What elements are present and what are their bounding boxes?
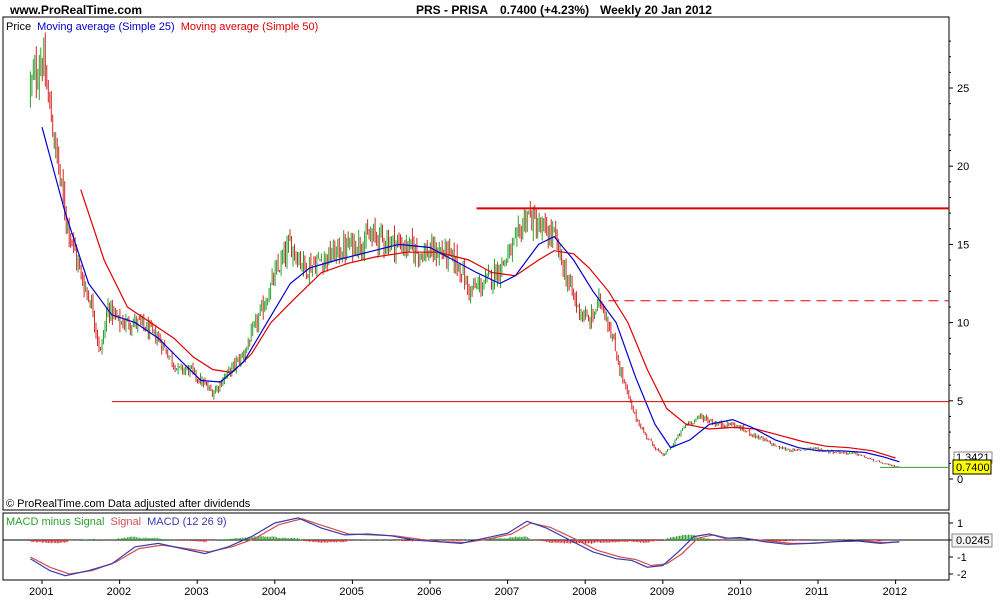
x-tick-label: 2006 [417,586,441,598]
x-tick-label: 2009 [650,586,674,598]
lines-layer [41,126,949,468]
legend-macd-hist: MACD minus Signal [6,516,104,528]
legend-macd-line: MACD (12 26 9) [147,516,226,528]
y-tick-label: 15 [957,239,969,251]
legend-macd-signal: Signal [110,516,141,528]
legend-ma50: Moving average (Simple 50) [181,21,319,33]
site-name: www.ProRealTime.com [9,3,142,17]
x-tick-label: 2005 [339,586,363,598]
macd-y-tick-label: -1 [957,552,967,564]
macd-layer [3,517,949,577]
x-tick-label: 2002 [107,586,131,598]
ma25-line [41,126,900,463]
axes-layer: 051015202510-1-2200120022003200420052006… [29,40,969,598]
footer-note: © ProRealTime.com Data adjusted after di… [6,498,251,510]
macd-y-tick-label: -2 [957,569,967,581]
price-badge-text: 0.7400 [956,462,990,474]
x-tick-label: 2008 [572,586,596,598]
symbol-title: PRS - PRISA [416,3,488,17]
macd-y-tick-label: 1 [957,518,963,530]
period-date: Weekly 20 Jan 2012 [600,3,712,17]
y-tick-label: 10 [957,318,969,330]
x-tick-label: 2007 [495,586,519,598]
legend-ma25: Moving average (Simple 25) [37,21,175,33]
x-tick-label: 2004 [262,586,286,598]
svg-text:MACD minus Signal Signal: MACD minus Signal Signal MACD (12 26 9) [6,516,227,528]
svg-text:Price Moving average (Simp: Price Moving average (Simple 25) Moving … [6,21,318,33]
y-tick-label: 5 [957,396,963,408]
x-tick-label: 2012 [883,586,907,598]
x-tick-label: 2001 [29,586,53,598]
candles-layer [29,32,900,468]
macd-badge: 0.0245 [951,533,993,548]
macd-line [30,517,900,577]
x-tick-label: 2011 [805,586,829,598]
x-tick-label: 2010 [727,586,751,598]
macd-panel[interactable] [2,512,950,581]
macd-badge-text: 0.0245 [956,535,990,547]
price-badge: 0.7400 [952,459,992,475]
price-change: 0.7400 (+4.23%) [500,3,589,17]
legend-price: Price [6,21,31,33]
x-tick-label: 2003 [184,586,208,598]
y-tick-label: 0 [957,474,963,486]
y-tick-label: 20 [957,161,969,173]
y-tick-label: 25 [957,83,969,95]
